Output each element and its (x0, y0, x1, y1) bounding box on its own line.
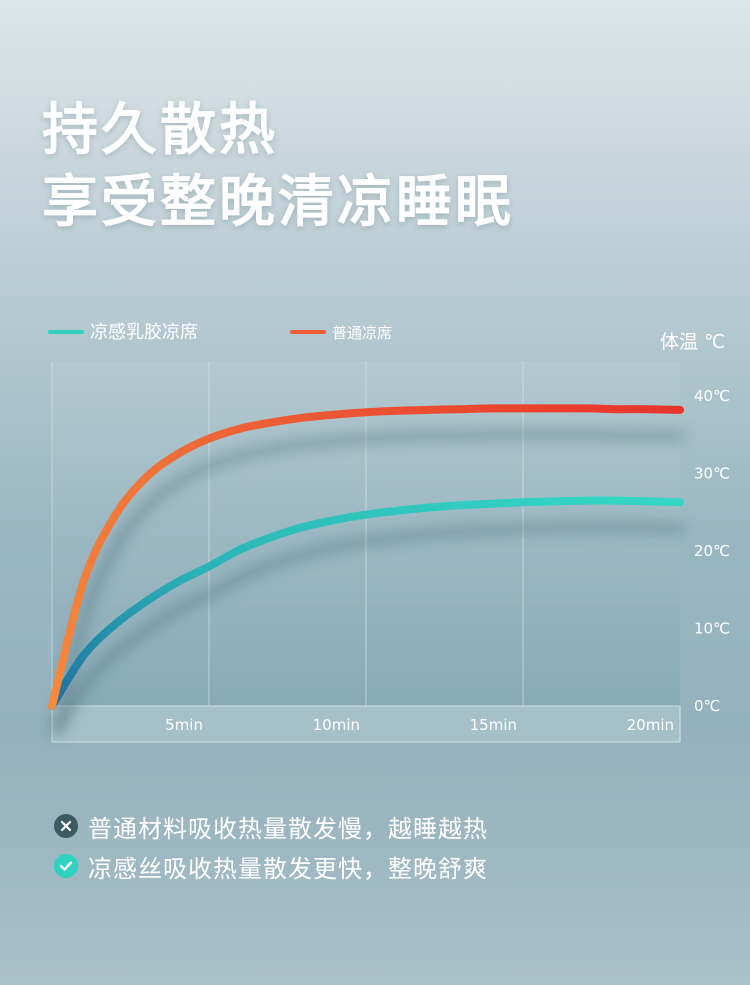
series-lines (48, 404, 684, 710)
y-tick-label-1: 10℃ (694, 620, 730, 638)
headline-line-2: 享受整晚清凉睡眠 (42, 170, 514, 235)
note-normal-material: 普通材料吸收热量散发慢，越睡越热 (54, 806, 488, 846)
x-axis-band (51, 705, 681, 743)
series-shadow-regular-mat (51, 429, 685, 734)
y-tick-label-4: 40℃ (694, 387, 730, 405)
x-circle-icon (54, 814, 78, 838)
chart-grid (51, 362, 524, 706)
x-tick-label-2: 15min (470, 716, 517, 734)
legend-label-regular-mat: 普通凉席 (332, 324, 392, 342)
x-tick-labels: 5min 10min 15min 20min (165, 716, 674, 734)
y-tick-labels: 0℃ 10℃ 20℃ 30℃ 40℃ (694, 387, 730, 715)
y-axis-label: 体温 ℃ (660, 331, 725, 353)
y-tick-label-3: 30℃ (694, 465, 730, 483)
legend-label-cooling-latex-mat: 凉感乳胶凉席 (90, 322, 198, 343)
y-tick-label-0: 0℃ (694, 697, 720, 715)
series-line-regular-mat (48, 404, 684, 710)
note-text: 普通材料吸收热量散发慢，越睡越热 (88, 814, 488, 843)
note-cooling-silk: 凉感丝吸收热量散发更快，整晚舒爽 (54, 846, 488, 886)
check-circle-icon (54, 854, 78, 878)
x-tick-label-1: 10min (313, 716, 360, 734)
series-shadow-cooling-latex-mat (52, 522, 685, 735)
temperature-chart: 5min 10min 15min 20min 0℃10℃20℃30℃40℃ 体温 ℃ … (48, 322, 730, 743)
x-tick-label-3: 20min (627, 716, 674, 734)
notes-list: 普通材料吸收热量散发慢，越睡越热 凉感丝吸收热量散发更快，整晚舒爽 (54, 806, 488, 886)
series-shadows (51, 429, 685, 735)
chart-legend: 凉感乳胶凉席 普通凉席 (48, 322, 392, 343)
headline: 持久散热 享受整晚清凉睡眠 (42, 95, 514, 239)
note-text: 凉感丝吸收热量散发更快，整晚舒爽 (88, 854, 488, 883)
x-tick-label-0: 5min (165, 716, 203, 734)
headline-line-1: 持久散热 (42, 98, 278, 163)
y-tick-label-2: 20℃ (694, 542, 730, 560)
series-line-cooling-latex-mat (48, 496, 684, 710)
